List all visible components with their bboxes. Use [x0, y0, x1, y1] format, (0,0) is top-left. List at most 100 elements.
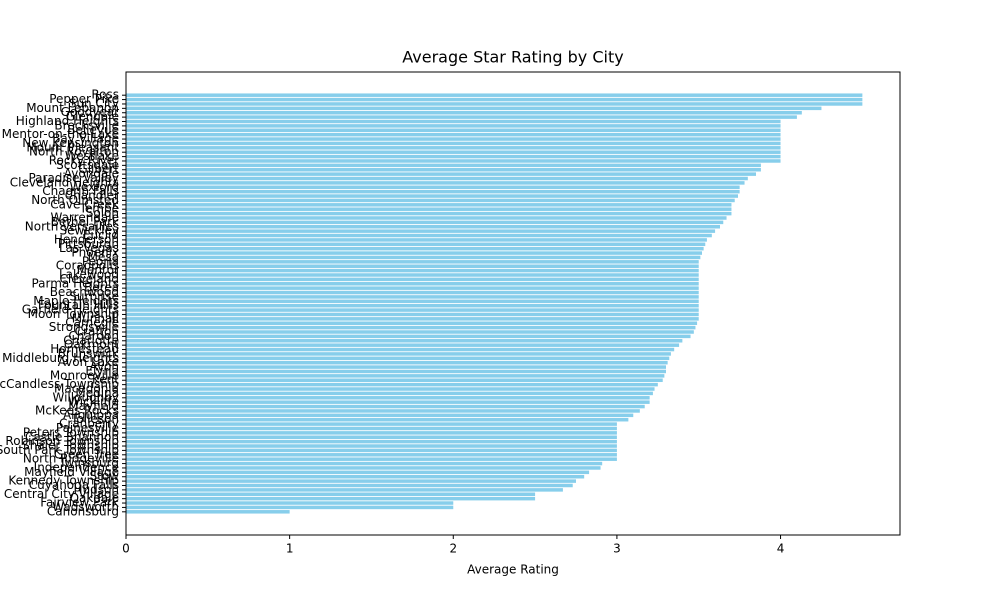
y-tick-label: Aliquippa — [63, 408, 119, 422]
y-tick-label: Bellevue — [67, 123, 119, 137]
y-tick-label: Middleburg Heights — [2, 351, 119, 365]
bar — [126, 470, 590, 475]
bar — [126, 299, 699, 304]
bar — [126, 268, 699, 273]
y-tick-label: Surprise — [69, 289, 119, 303]
y-tick-label: Henderson — [54, 232, 119, 246]
bar — [126, 115, 797, 119]
bar — [126, 246, 704, 251]
y-tick-label: Brunswick — [58, 346, 119, 360]
y-tick-label: North Royalton — [29, 145, 119, 159]
bar — [126, 167, 761, 172]
bar — [126, 132, 781, 137]
bar — [126, 185, 740, 190]
bar — [126, 312, 699, 317]
x-tick-label: 2 — [449, 542, 457, 556]
bar — [126, 97, 863, 102]
y-tick-label: Avon — [89, 360, 119, 374]
bar — [126, 251, 702, 255]
y-tick-label: Cuyahoga Falls — [29, 478, 119, 492]
bar — [126, 483, 573, 488]
y-tick-label: Goodyear — [61, 105, 119, 119]
y-tick-label: Wadsworth — [52, 500, 119, 514]
y-tick-label: Castle Shannon — [25, 430, 119, 444]
bar — [126, 290, 699, 295]
y-tick-label: Cleveland Heights — [10, 175, 119, 189]
bar — [126, 146, 781, 150]
bar — [126, 448, 617, 453]
y-tick-label: New Kensington — [22, 136, 119, 150]
bar — [126, 106, 822, 111]
bar — [126, 356, 670, 361]
y-tick-label: Peoria — [82, 254, 119, 268]
y-tick-label: Hudson — [74, 482, 119, 496]
y-tick-label: Brecksville — [54, 118, 119, 132]
bar — [126, 457, 617, 461]
y-tick-label: Mayfield — [68, 399, 119, 413]
bar — [126, 203, 732, 207]
bar — [126, 303, 699, 308]
bar — [126, 347, 675, 352]
bar — [126, 369, 666, 374]
y-tick-label: Macedonia — [54, 382, 119, 396]
y-tick-label: North Olmsted — [31, 193, 119, 207]
y-tick-label: Charlotte — [63, 333, 119, 347]
y-tick-label: Shaler Township — [22, 439, 119, 453]
y-tick-label: Central City Village — [4, 487, 119, 501]
bar — [126, 163, 761, 168]
y-tick-label: Strongsville — [49, 320, 119, 334]
y-tick-label: Rocky River — [49, 153, 119, 167]
y-tick-label: Wickliffe — [68, 395, 119, 409]
y-tick-label: Pepper Pike — [49, 92, 119, 106]
y-tick-label: Paradise Valley — [28, 171, 119, 185]
x-tick-label: 4 — [777, 542, 785, 556]
y-tick-label: Mount Lebanon — [26, 101, 119, 115]
bar — [126, 360, 668, 365]
y-tick-label: Fairview Park — [40, 496, 119, 510]
y-tick-label: Highland Heights — [16, 114, 119, 128]
bar — [126, 426, 617, 431]
y-tick-label: Kent — [92, 373, 119, 387]
bar — [126, 461, 603, 466]
bar — [126, 277, 699, 282]
bar — [126, 124, 781, 128]
y-tick-label: Willoughby — [53, 390, 120, 404]
bar — [126, 479, 576, 483]
bar — [126, 172, 756, 176]
y-tick-label: Chandler — [65, 189, 119, 203]
bar — [126, 110, 802, 115]
bar — [126, 150, 781, 154]
bar — [126, 198, 735, 203]
bar — [126, 286, 699, 290]
y-tick-label: McCandless Township — [0, 377, 119, 391]
bar — [126, 176, 748, 181]
y-tick-label: Warrendale — [50, 210, 119, 224]
chart-title: Average Star Rating by City — [402, 48, 623, 67]
y-tick-label: Moon Township — [28, 307, 119, 321]
bar — [126, 496, 536, 501]
bar — [126, 273, 699, 277]
bar — [126, 211, 732, 216]
y-tick-label: Bethel Park — [51, 215, 119, 229]
bar — [126, 510, 290, 514]
bar — [126, 159, 781, 163]
y-tick-label: South Park Township — [0, 443, 119, 457]
y-tick-label: Canonsburg — [47, 504, 119, 518]
y-tick-label: Solon — [86, 206, 119, 220]
bar — [126, 119, 781, 124]
y-tick-label: Beachwood — [50, 285, 119, 299]
bar — [126, 400, 650, 404]
bar — [126, 321, 698, 325]
y-tick-label: Wexford — [70, 180, 119, 194]
bar — [126, 417, 629, 422]
bar — [126, 492, 536, 497]
y-tick-label: North Versailles — [25, 219, 119, 233]
bar — [126, 378, 663, 382]
y-tick-label: Garfield Heights — [22, 303, 119, 317]
bar — [126, 308, 699, 312]
y-tick-label: Glendale — [66, 110, 119, 124]
bar — [126, 422, 617, 426]
y-tick-label: Independence — [34, 460, 119, 474]
bar — [126, 444, 617, 448]
y-tick-label: Berea — [84, 281, 119, 295]
